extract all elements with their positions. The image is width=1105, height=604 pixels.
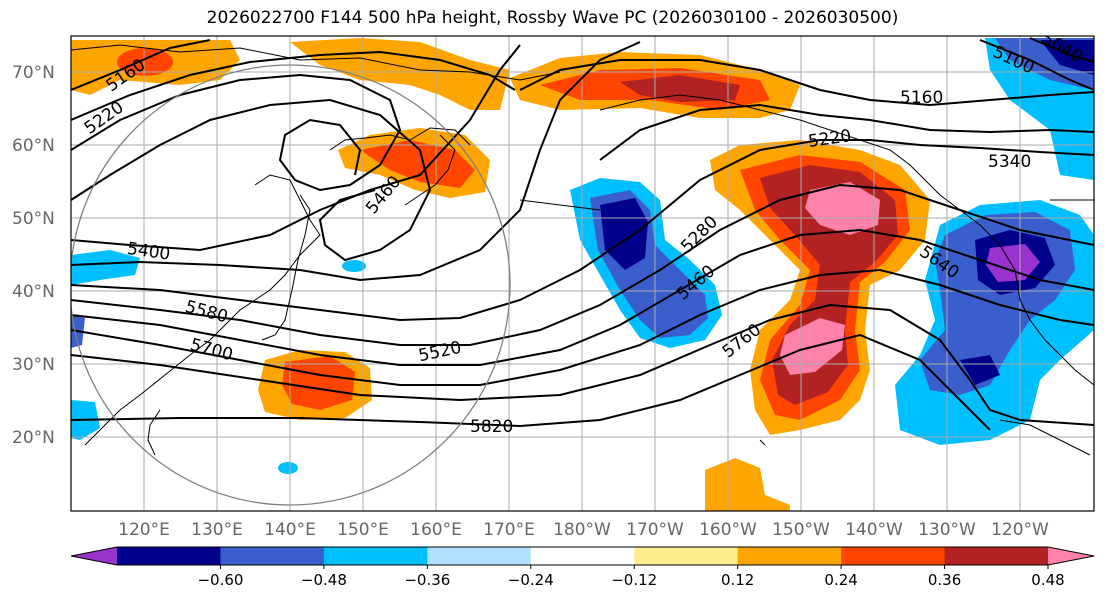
- colorbar-tick-label: 0.24: [824, 571, 857, 589]
- colorbar-tick-label: −0.24: [508, 571, 554, 589]
- colorbar-tick-label: −0.12: [611, 571, 657, 589]
- colorbar-segment: [737, 547, 842, 565]
- lon-label: 160°E: [410, 520, 462, 540]
- colorbar-segment: [634, 547, 739, 565]
- colorbar: −0.60 −0.48 −0.36 −0.24 −0.12 0.12 0.24 0.36 0.4…: [70, 546, 1095, 589]
- lon-label: 120°E: [118, 520, 170, 540]
- colorbar-segment: [841, 547, 946, 565]
- latitude-labels: 70°N 60°N 50°N 40°N 30°N 20°N: [12, 63, 55, 448]
- colorbar-segment: [530, 547, 635, 565]
- colorbar-tick-label: 0.36: [928, 571, 961, 589]
- lon-label: 170°E: [483, 520, 535, 540]
- contour-label: 5160: [900, 88, 943, 108]
- colorbar-segment: [117, 547, 221, 565]
- lat-label: 30°N: [12, 355, 55, 375]
- coastlines: [71, 44, 1094, 456]
- colorbar-tick-label: −0.48: [301, 571, 347, 589]
- lat-label: 20°N: [12, 428, 55, 448]
- anomaly-blob-negative-west-edge: [71, 250, 366, 474]
- colorbar-extend-max: [1048, 547, 1094, 565]
- lon-label: 130°E: [191, 520, 243, 540]
- lon-label: 120°W: [991, 520, 1049, 540]
- lon-label: 160°W: [699, 520, 757, 540]
- anomaly-blob-positive-arctic-west: [71, 40, 240, 95]
- colorbar-segment: [323, 547, 428, 565]
- lat-label: 60°N: [12, 136, 55, 156]
- figure-title: 2026022700 F144 500 hPa height, Rossby W…: [206, 8, 899, 28]
- lon-label: 130°W: [918, 520, 976, 540]
- lat-label: 40°N: [12, 282, 55, 302]
- colorbar-segment: [944, 547, 1049, 565]
- anomaly-blob-positive-west-pacific: [258, 350, 372, 420]
- height-contours: [71, 37, 1094, 431]
- longitude-labels: 120°E 130°E 140°E 150°E 160°E 170°E 180°…: [118, 520, 1049, 540]
- lon-label: 170°W: [626, 520, 684, 540]
- colorbar-segment: [427, 547, 532, 565]
- lat-label: 70°N: [12, 63, 55, 83]
- colorbar-tick-label: −0.36: [404, 571, 450, 589]
- colorbar-outline: [70, 546, 1095, 566]
- region-circle: [71, 64, 511, 506]
- colorbar-tick-label: 0.12: [721, 571, 754, 589]
- lat-label: 50°N: [12, 209, 55, 229]
- lon-label: 150°E: [337, 520, 389, 540]
- contour-label: 5340: [988, 152, 1031, 172]
- lon-label: 140°W: [845, 520, 903, 540]
- map-frame: [70, 35, 1095, 512]
- lon-label: 150°W: [772, 520, 830, 540]
- colorbar-extend-min: [71, 547, 117, 565]
- colorbar-tick-label: 0.48: [1031, 571, 1064, 589]
- colorbar-segment: [220, 547, 325, 565]
- anomaly-blob-negative-central-pacific: [570, 178, 722, 348]
- colorbar-tick-label: −0.60: [197, 571, 243, 589]
- lon-label: 180°W: [553, 520, 611, 540]
- lon-label: 140°E: [264, 520, 316, 540]
- anomaly-blob-positive-hawaii: [705, 458, 790, 511]
- contour-label: 5820: [470, 417, 513, 437]
- anomaly-blob-positive-arctic-center: [290, 38, 510, 110]
